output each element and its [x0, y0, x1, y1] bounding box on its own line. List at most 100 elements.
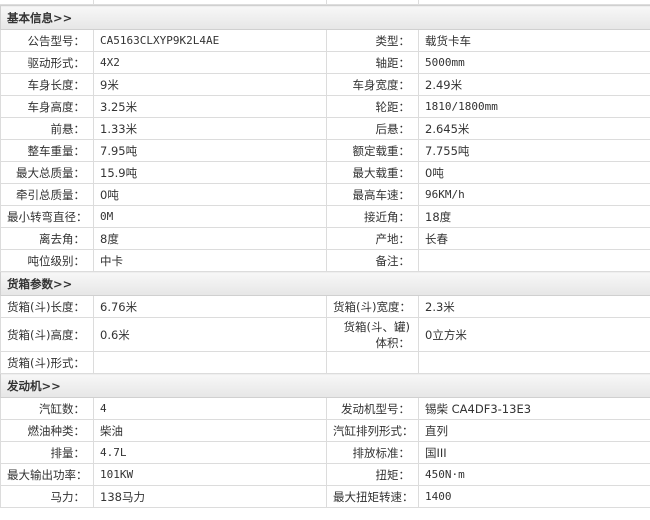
- spec-value: 0立方米: [417, 317, 650, 352]
- spec-label: 离去角：: [0, 227, 94, 250]
- spec-value: 5000mm: [417, 51, 650, 74]
- spec-label: 货箱(斗、罐)体积：: [326, 317, 419, 352]
- top-strip: [0, 0, 650, 5]
- spec-label: 车身高度：: [0, 95, 94, 118]
- spec-value: 0吨: [93, 183, 327, 206]
- spec-row: 前悬： 1.33米 后悬： 2.645米: [0, 117, 650, 140]
- spec-label: 类型：: [326, 29, 419, 52]
- spec-row: 排量： 4.7L 排放标准： 国III: [0, 441, 650, 464]
- spec-label: 货箱(斗)长度：: [0, 295, 94, 318]
- spec-row: 最小转弯直径： 0M 接近角： 18度: [0, 205, 650, 228]
- spec-value: 2.49米: [417, 73, 650, 96]
- spec-row: 牵引总质量： 0吨 最高车速： 96KM/h: [0, 183, 650, 206]
- spec-row: 最大总质量： 15.9吨 最大载重： 0吨: [0, 161, 650, 184]
- spec-value: [417, 249, 650, 272]
- spec-label: 扭矩：: [326, 463, 419, 486]
- spec-label: 燃油种类：: [0, 419, 94, 442]
- spec-value: 9米: [93, 73, 327, 96]
- spec-row: 最大输出功率： 101KW 扭矩： 450N·m: [0, 463, 650, 486]
- spec-value: CA5163CLXYP9K2L4AE: [93, 29, 327, 52]
- spec-value: 18度: [417, 205, 650, 228]
- spec-row: 燃油种类： 柴油 汽缸排列形式： 直列: [0, 419, 650, 442]
- spec-value: 6.76米: [93, 295, 327, 318]
- spec-value: 1.33米: [93, 117, 327, 140]
- spec-label: 车身宽度：: [326, 73, 419, 96]
- spec-row: 车身长度： 9米 车身宽度： 2.49米: [0, 73, 650, 96]
- spec-table: 基本信息>> 公告型号： CA5163CLXYP9K2L4AE 类型： 载货卡车 驱动形式…: [0, 5, 650, 508]
- spec-label: 整车重量：: [0, 139, 94, 162]
- spec-value: 450N·m: [417, 463, 650, 486]
- spec-value: 柴油: [93, 419, 327, 442]
- section-header: 发动机>>: [0, 373, 650, 398]
- spec-value: 4X2: [93, 51, 327, 74]
- spec-label: 最小转弯直径：: [0, 205, 94, 228]
- section-title: 发动机>>: [0, 373, 650, 398]
- spec-value: 0.6米: [93, 317, 327, 352]
- spec-value: 4.7L: [93, 441, 327, 464]
- spec-value: 载货卡车: [417, 29, 650, 52]
- section-header: 基本信息>>: [0, 5, 650, 30]
- spec-value: 8度: [93, 227, 327, 250]
- spec-value: [93, 351, 327, 374]
- spec-value: 2.645米: [417, 117, 650, 140]
- spec-label: 最大输出功率：: [0, 463, 94, 486]
- spec-label: 最高车速：: [326, 183, 419, 206]
- spec-label: 汽缸排列形式：: [326, 419, 419, 442]
- spec-value: 7.95吨: [93, 139, 327, 162]
- spec-label: 汽缸数：: [0, 397, 94, 420]
- spec-row: 吨位级别： 中卡 备注：: [0, 249, 650, 272]
- spec-value: 2.3米: [417, 295, 650, 318]
- spec-row: 车身高度： 3.25米 轮距： 1810/1800mm: [0, 95, 650, 118]
- spec-row: 货箱(斗)长度： 6.76米 货箱(斗)宽度： 2.3米: [0, 295, 650, 318]
- spec-row: 汽缸数： 4 发动机型号： 锡柴 CA4DF3-13E3: [0, 397, 650, 420]
- spec-row: 马力： 138马力 最大扭矩转速： 1400: [0, 485, 650, 508]
- spec-label: 接近角：: [326, 205, 419, 228]
- spec-label: 最大总质量：: [0, 161, 94, 184]
- spec-value: 1400: [417, 485, 650, 508]
- spec-value: 101KW: [93, 463, 327, 486]
- spec-label: 货箱(斗)宽度：: [326, 295, 419, 318]
- spec-label: 前悬：: [0, 117, 94, 140]
- section-header: 货箱参数>>: [0, 271, 650, 296]
- spec-label: 货箱(斗)形式：: [0, 351, 94, 374]
- spec-label: 车身长度：: [0, 73, 94, 96]
- spec-value: 直列: [417, 419, 650, 442]
- spec-row: 离去角： 8度 产地： 长春: [0, 227, 650, 250]
- spec-label: 额定载重：: [326, 139, 419, 162]
- spec-label: 最大扭矩转速：: [326, 485, 419, 508]
- spec-row: 货箱(斗)形式：: [0, 351, 650, 374]
- spec-row: 货箱(斗)高度： 0.6米 货箱(斗、罐)体积： 0立方米: [0, 317, 650, 352]
- spec-value: 4: [93, 397, 327, 420]
- spec-label: 马力：: [0, 485, 94, 508]
- spec-label: 轮距：: [326, 95, 419, 118]
- spec-value: 国III: [417, 441, 650, 464]
- spec-value: 长春: [417, 227, 650, 250]
- spec-value: 1810/1800mm: [417, 95, 650, 118]
- spec-row: 公告型号： CA5163CLXYP9K2L4AE 类型： 载货卡车: [0, 29, 650, 52]
- spec-label: 排量：: [0, 441, 94, 464]
- spec-value: 7.755吨: [417, 139, 650, 162]
- spec-value: 锡柴 CA4DF3-13E3: [417, 397, 650, 420]
- spec-value: 3.25米: [93, 95, 327, 118]
- spec-label: 产地：: [326, 227, 419, 250]
- spec-row: 整车重量： 7.95吨 额定载重： 7.755吨: [0, 139, 650, 162]
- spec-value: 中卡: [93, 249, 327, 272]
- section-title: 货箱参数>>: [0, 271, 650, 296]
- spec-label: 发动机型号：: [326, 397, 419, 420]
- spec-label: 排放标准：: [326, 441, 419, 464]
- spec-label: 牵引总质量：: [0, 183, 94, 206]
- spec-row: 驱动形式： 4X2 轴距： 5000mm: [0, 51, 650, 74]
- spec-label: 最大载重：: [326, 161, 419, 184]
- spec-label: 轴距：: [326, 51, 419, 74]
- section-title: 基本信息>>: [0, 5, 650, 30]
- spec-label: 货箱(斗)高度：: [0, 317, 94, 352]
- spec-label: 备注：: [326, 249, 419, 272]
- spec-value: 0M: [93, 205, 327, 228]
- spec-label: 后悬：: [326, 117, 419, 140]
- spec-value: [417, 351, 650, 374]
- spec-value: 96KM/h: [417, 183, 650, 206]
- spec-label: 驱动形式：: [0, 51, 94, 74]
- spec-value: 0吨: [417, 161, 650, 184]
- spec-value: 15.9吨: [93, 161, 327, 184]
- spec-value: 138马力: [93, 485, 327, 508]
